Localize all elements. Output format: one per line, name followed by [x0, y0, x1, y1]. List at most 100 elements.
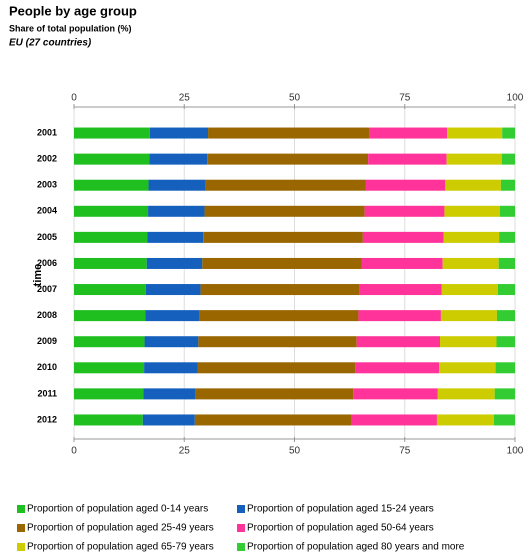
y-tick-label: 2001 — [37, 127, 57, 137]
bar-segment — [195, 388, 354, 400]
bar-segment — [147, 231, 204, 243]
legend-swatch — [17, 505, 25, 513]
bar-segment — [199, 310, 359, 322]
x-tick-label: 75 — [399, 93, 411, 104]
bar-segment — [74, 231, 148, 243]
bar-segment — [74, 257, 147, 269]
x-tick-label: 0 — [71, 446, 77, 457]
bar-segment — [498, 257, 515, 269]
legend-label: Proportion of population aged 25-49 year… — [27, 523, 214, 534]
bar-segment — [445, 179, 501, 191]
bar-segment — [368, 153, 447, 165]
legend-label: Proportion of population aged 50-64 year… — [247, 523, 434, 534]
bar-segment — [441, 284, 498, 296]
x-tick-label: 100 — [507, 93, 524, 104]
bar-segment — [356, 336, 441, 348]
bar-segment — [149, 127, 209, 139]
bar-segment — [359, 284, 442, 296]
x-tick-label: 75 — [399, 446, 411, 457]
bar-segment — [440, 336, 497, 348]
bar-segment — [145, 284, 201, 296]
chart-title: People by age group — [9, 3, 137, 18]
bar-segment — [446, 153, 502, 165]
bar-segment — [202, 257, 362, 269]
bar-segment — [74, 414, 143, 426]
y-tick-label: 2008 — [37, 310, 57, 320]
x-tick-label: 25 — [179, 446, 191, 457]
bar-segment — [149, 153, 208, 165]
bar-segment — [502, 127, 515, 139]
legend-label: Proportion of population aged 0-14 years — [27, 504, 208, 515]
bar-segment — [364, 205, 445, 217]
bar-segment — [148, 179, 206, 191]
x-tick-label: 0 — [71, 93, 77, 104]
bar-segment — [74, 336, 145, 348]
legend-label: Proportion of population aged 80 years a… — [247, 542, 465, 553]
bar-segment — [200, 284, 360, 296]
legend-swatch — [237, 543, 245, 551]
bar-segment — [499, 231, 515, 243]
chart-subtitle: Share of total population (%) — [9, 23, 132, 33]
bar-segment — [144, 336, 199, 348]
legend-label: Proportion of population aged 15-24 year… — [247, 504, 434, 515]
bar-segment — [495, 362, 515, 374]
bar-segment — [496, 336, 515, 348]
bar-segment — [501, 153, 515, 165]
annotation: EU (27 countries) — [9, 38, 92, 49]
bar-segment — [369, 127, 448, 139]
bar-segment — [355, 362, 440, 374]
y-tick-label: 2007 — [37, 284, 57, 294]
bar-segment — [74, 153, 150, 165]
bar-segment — [437, 388, 495, 400]
bar-segment — [144, 362, 198, 374]
bar-segment — [74, 127, 150, 139]
legend-swatch — [17, 524, 25, 532]
bar-segment — [207, 153, 369, 165]
x-tick-label: 50 — [289, 446, 301, 457]
x-tick-label: 100 — [507, 446, 524, 457]
bar-segment — [148, 205, 205, 217]
legend-swatch — [17, 543, 25, 551]
bar-segment — [203, 231, 363, 243]
bar-segment — [194, 414, 352, 426]
bar-segment — [146, 257, 203, 269]
bar-segment — [494, 388, 515, 400]
bar-segment — [447, 127, 503, 139]
bar-segment — [436, 414, 494, 426]
bar-segment — [74, 205, 149, 217]
bar-segment — [145, 310, 200, 322]
y-tick-label: 2006 — [37, 258, 57, 268]
y-tick-label: 2010 — [37, 362, 57, 372]
bar-segment — [197, 362, 356, 374]
y-tick-label: 2003 — [37, 180, 57, 190]
bar-segment — [500, 205, 515, 217]
bar-segment — [361, 257, 443, 269]
x-tick-label: 25 — [179, 93, 191, 104]
bar-segment — [444, 205, 501, 217]
bar-segment — [74, 284, 146, 296]
bar-segment — [442, 257, 499, 269]
y-tick-label: 2002 — [37, 154, 57, 164]
bar-segment — [365, 179, 446, 191]
bar-segment — [440, 310, 497, 322]
y-tick-label: 2009 — [37, 336, 57, 346]
bar-segment — [362, 231, 444, 243]
bar-segment — [143, 388, 196, 400]
y-tick-label: 2004 — [37, 206, 57, 216]
bar-segment — [74, 310, 146, 322]
y-tick-label: 2012 — [37, 414, 57, 424]
bar-segment — [500, 179, 515, 191]
legend-swatch — [237, 524, 245, 532]
bar-segment — [74, 179, 149, 191]
bar-segment — [142, 414, 195, 426]
bar-segment — [208, 127, 370, 139]
bar-segment — [204, 205, 365, 217]
bar-segment — [358, 310, 441, 322]
legend-label: Proportion of population aged 65-79 year… — [27, 542, 214, 553]
bar-segment — [351, 414, 437, 426]
x-tick-label: 50 — [289, 93, 301, 104]
bar-segment — [497, 284, 515, 296]
bar-segment — [496, 310, 515, 322]
bar-segment — [443, 231, 500, 243]
